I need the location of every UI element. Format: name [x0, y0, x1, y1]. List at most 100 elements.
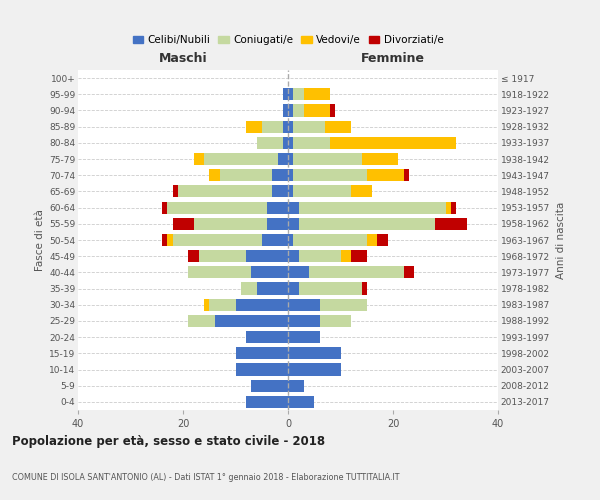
Bar [220, 169, 272, 181]
Bar [262, 120, 283, 132]
Bar [246, 120, 262, 132]
Bar [193, 218, 267, 230]
Bar [361, 282, 367, 294]
Bar [435, 218, 467, 230]
Bar [445, 202, 451, 213]
Bar [288, 234, 293, 246]
Bar [288, 282, 299, 294]
Bar [193, 153, 204, 165]
Bar [267, 218, 288, 230]
Bar [404, 266, 414, 278]
Bar [283, 120, 288, 132]
Bar [257, 137, 283, 149]
Bar [293, 169, 367, 181]
Bar [283, 104, 288, 117]
Bar [293, 137, 330, 149]
Bar [283, 88, 288, 101]
Bar [188, 315, 215, 327]
Bar [215, 315, 288, 327]
Bar [246, 331, 288, 343]
Bar [320, 298, 367, 311]
Bar [293, 186, 351, 198]
Bar [199, 250, 246, 262]
Bar [235, 364, 288, 376]
Bar [304, 88, 330, 101]
Bar [451, 202, 456, 213]
Bar [178, 186, 272, 198]
Bar [288, 380, 304, 392]
Bar [288, 202, 299, 213]
Bar [188, 250, 199, 262]
Bar [288, 104, 293, 117]
Bar [320, 315, 351, 327]
Bar [167, 202, 267, 213]
Bar [341, 250, 351, 262]
Bar [288, 364, 341, 376]
Bar [283, 137, 288, 149]
Bar [288, 169, 293, 181]
Bar [173, 186, 178, 198]
Bar [241, 282, 257, 294]
Bar [288, 120, 293, 132]
Text: Popolazione per età, sesso e stato civile - 2018: Popolazione per età, sesso e stato civil… [12, 435, 325, 448]
Bar [288, 348, 341, 360]
Bar [288, 331, 320, 343]
Bar [288, 137, 293, 149]
Bar [293, 120, 325, 132]
Text: Femmine: Femmine [361, 52, 425, 65]
Bar [162, 202, 167, 213]
Bar [209, 169, 220, 181]
Bar [288, 266, 309, 278]
Bar [257, 282, 288, 294]
Bar [330, 137, 456, 149]
Bar [330, 104, 335, 117]
Bar [293, 153, 361, 165]
Bar [309, 266, 404, 278]
Bar [288, 396, 314, 408]
Bar [299, 282, 361, 294]
Legend: Celibi/Nubili, Coniugati/e, Vedovi/e, Divorziati/e: Celibi/Nubili, Coniugati/e, Vedovi/e, Di… [128, 31, 448, 50]
Bar [204, 153, 277, 165]
Bar [288, 153, 293, 165]
Bar [272, 186, 288, 198]
Bar [288, 315, 320, 327]
Bar [377, 234, 388, 246]
Bar [351, 186, 372, 198]
Bar [204, 298, 209, 311]
Bar [235, 348, 288, 360]
Bar [288, 298, 320, 311]
Bar [246, 250, 288, 262]
Bar [272, 169, 288, 181]
Bar [351, 250, 367, 262]
Text: Maschi: Maschi [158, 52, 208, 65]
Bar [299, 250, 341, 262]
Bar [173, 218, 193, 230]
Bar [251, 266, 288, 278]
Bar [162, 234, 167, 246]
Bar [251, 380, 288, 392]
Bar [367, 169, 404, 181]
Bar [277, 153, 288, 165]
Bar [209, 298, 235, 311]
Bar [299, 218, 435, 230]
Bar [293, 234, 367, 246]
Bar [267, 202, 288, 213]
Bar [404, 169, 409, 181]
Y-axis label: Fasce di età: Fasce di età [35, 209, 45, 271]
Bar [299, 202, 445, 213]
Text: COMUNE DI ISOLA SANT'ANTONIO (AL) - Dati ISTAT 1° gennaio 2018 - Elaborazione TU: COMUNE DI ISOLA SANT'ANTONIO (AL) - Dati… [12, 473, 400, 482]
Y-axis label: Anni di nascita: Anni di nascita [556, 202, 566, 278]
Bar [293, 88, 304, 101]
Bar [304, 104, 330, 117]
Bar [288, 88, 293, 101]
Bar [167, 234, 173, 246]
Bar [173, 234, 262, 246]
Bar [262, 234, 288, 246]
Bar [246, 396, 288, 408]
Bar [361, 153, 398, 165]
Bar [367, 234, 377, 246]
Bar [288, 250, 299, 262]
Bar [188, 266, 251, 278]
Bar [293, 104, 304, 117]
Bar [235, 298, 288, 311]
